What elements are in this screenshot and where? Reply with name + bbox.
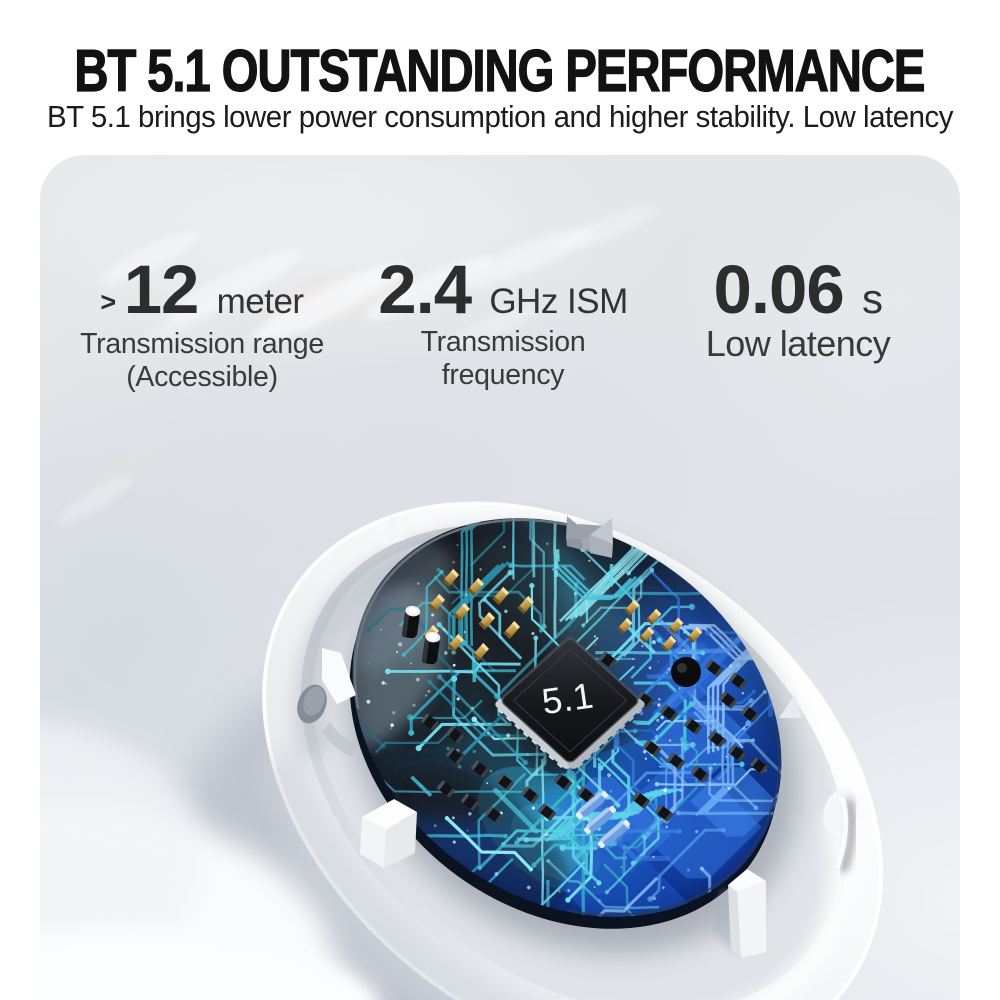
svg-text:5.1: 5.1 [539,674,596,722]
